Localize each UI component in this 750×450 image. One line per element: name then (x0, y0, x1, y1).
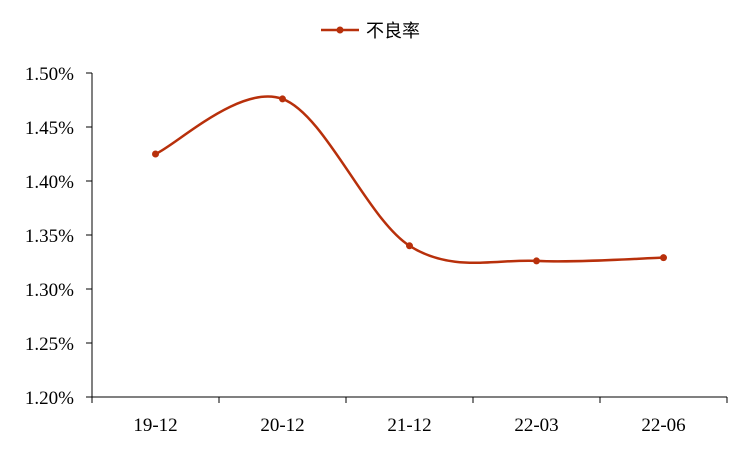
x-tick-label: 22-06 (641, 415, 685, 436)
x-tick-label: 19-12 (133, 415, 177, 436)
data-point (660, 254, 667, 262)
data-points (152, 95, 667, 265)
legend-marker (336, 26, 344, 34)
legend: 不良率 (321, 21, 420, 42)
x-tick-label: 20-12 (260, 415, 304, 436)
data-point (152, 150, 159, 158)
y-tick-labels: 1.20% 1.25% 1.30% 1.35% 1.40% 1.45% 1.50% (25, 64, 74, 409)
y-tick-label: 1.45% (25, 118, 74, 139)
data-point (406, 242, 413, 250)
x-tick-label: 21-12 (387, 415, 431, 436)
y-tick-label: 1.40% (25, 172, 74, 193)
y-tick-label: 1.25% (25, 334, 74, 355)
data-point (279, 95, 286, 103)
y-tick-label: 1.50% (25, 64, 74, 85)
series-line (154, 95, 664, 264)
y-tick-label: 1.30% (25, 280, 74, 301)
data-point (533, 257, 540, 265)
x-tick-labels: 19-12 20-12 21-12 22-03 22-06 (133, 415, 685, 436)
y-tick-label: 1.20% (25, 388, 74, 409)
axes (86, 72, 728, 403)
legend-label: 不良率 (366, 21, 420, 42)
y-tick-label: 1.35% (25, 226, 74, 247)
x-tick-label: 22-03 (514, 415, 558, 436)
